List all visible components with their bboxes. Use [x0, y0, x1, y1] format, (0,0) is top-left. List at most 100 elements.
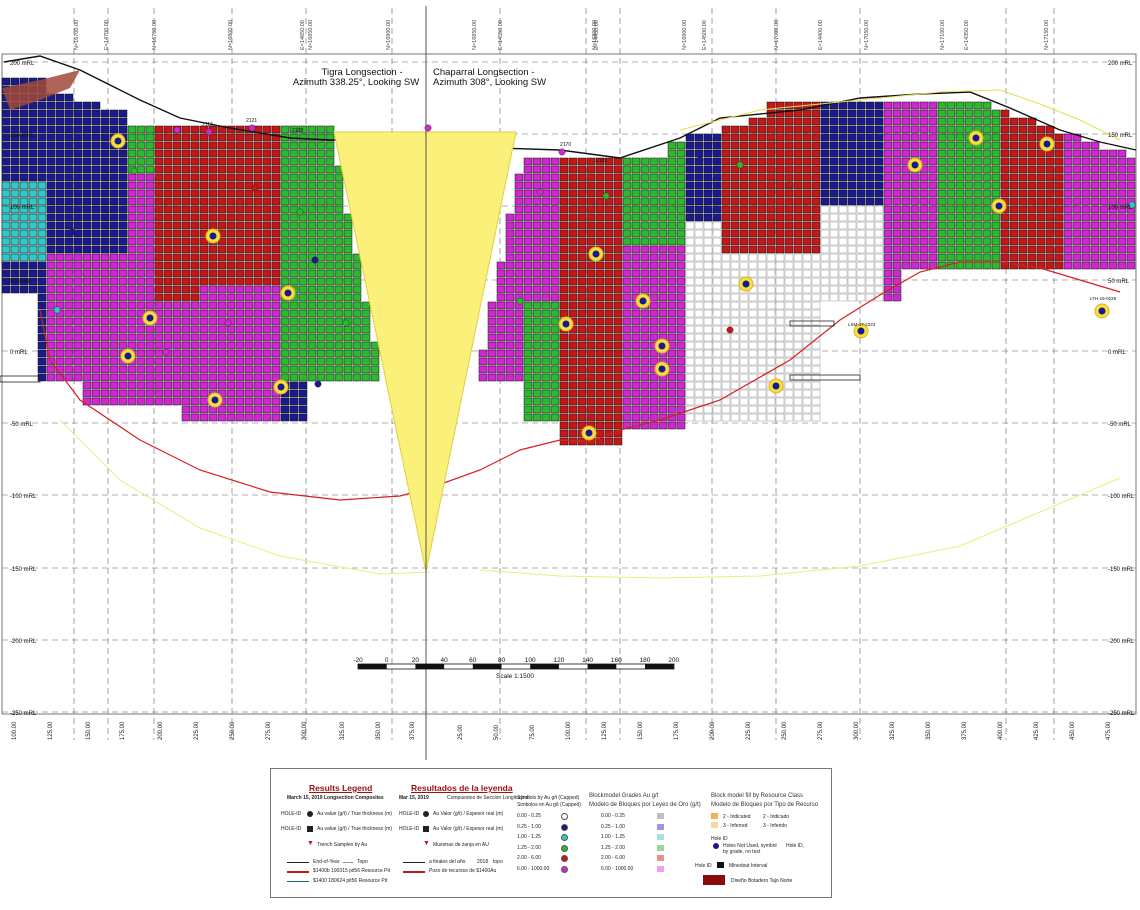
- legend-topo: Topo: [357, 859, 368, 865]
- elevation-label-left: -250 mRL: [10, 711, 37, 717]
- block-model: [1, 77, 1136, 446]
- elevation-label-left: 0 mRL: [10, 350, 28, 356]
- minedout-interval: [0, 375, 41, 383]
- eoy-line-icon: [287, 862, 309, 863]
- legend-pit-design: Diseño Botadero Tajo Norte: [731, 878, 793, 884]
- bottom-tick-label: 175.00: [674, 721, 680, 740]
- tigra-title-1: Tigra Longsection -: [322, 67, 403, 78]
- top-tick-label: N=17100.00: [940, 20, 946, 50]
- pit-line-icon: [403, 871, 425, 873]
- top-tick-label: N=16900.00: [386, 20, 392, 50]
- hole-dot-icon: [423, 811, 429, 817]
- grade-fill-swatch: [657, 844, 664, 851]
- top-tick-label: N=16850.00: [472, 20, 478, 50]
- legend-hole-small-2: Hole ID: [695, 863, 712, 869]
- bottom-tick-label: 225.00: [746, 721, 752, 740]
- tigra-title-2: Azimuth 338.25°, Looking SW: [293, 77, 419, 88]
- scale-bar: -20 0 20 40 60 80 100 120 140 160 180 200 Scale 1:1…: [353, 657, 679, 680]
- section-gap-wedge: [333, 131, 517, 573]
- blockmodel-title: Blockmodel Grades Au g/t: [589, 793, 659, 799]
- top-tick-label: N=16900.00: [682, 20, 688, 50]
- scale-tick-label: 40: [440, 657, 448, 664]
- grade-range-block: 6.00 - 1000.00: [601, 865, 634, 872]
- grade-range-block: 1.25 - 2.00: [601, 844, 625, 851]
- results-legend: Results Legend Resultados de la leyenda …: [270, 768, 832, 898]
- indicated-swatch: [711, 813, 718, 819]
- elevation-label-right: -100 mRL: [1108, 494, 1135, 500]
- bottom-tick-label: 200.00: [710, 721, 716, 740]
- scale-tick-label: 60: [469, 657, 477, 664]
- bottom-tick-label: 150.00: [86, 721, 92, 740]
- scale-tick-label: 20: [412, 657, 420, 664]
- elevation-label-left: 200 mRL: [10, 61, 35, 67]
- elevation-label-right: 100 mRL: [1108, 205, 1133, 211]
- scale-tick-label: 180: [640, 657, 651, 664]
- top-tick-label: E=14450.00: [594, 20, 600, 50]
- inferred-swatch: [711, 822, 718, 828]
- elevation-label-right: 200 mRL: [1108, 61, 1133, 67]
- bottom-tick-label: 350.00: [376, 721, 382, 740]
- hole-label: LTH-16-0228: [1090, 296, 1117, 301]
- top-tick-label: E=14400.00: [818, 20, 824, 50]
- triangle-icon: ▼: [423, 840, 430, 847]
- bottom-tick-label: 175.00: [120, 721, 126, 740]
- elevation-label-right: -150 mRL: [1108, 567, 1135, 573]
- bottom-tick-label: 125.00: [602, 721, 608, 740]
- hole-dot-icon: [307, 811, 313, 817]
- legend-class: 2 - Indicado: [763, 814, 790, 820]
- topo-line-icon: [343, 862, 353, 863]
- legend-trench-es: Muestras de zanja en AU: [433, 842, 489, 848]
- hole-square-icon: [423, 826, 429, 832]
- top-tick-label: N=17150.00: [1044, 20, 1050, 50]
- legend-class: 3 - Inferred: [723, 823, 748, 829]
- top-tick-label: N=17000.00: [774, 20, 780, 50]
- hole-label: 2128: [292, 128, 303, 134]
- legend-au-true: Au value (g/t) / True thickness (m): [317, 811, 393, 817]
- legend-subtitle-es: Mar 15, 2019: [399, 795, 429, 801]
- legend-hole-id: HOLE-ID: [281, 826, 302, 832]
- grade-range-block: 1.00 - 1.25: [601, 834, 625, 840]
- bottom-tick-label: 450.00: [1070, 721, 1076, 740]
- top-tick-label: E=14650.00: [300, 20, 306, 50]
- pit-line-icon: [287, 881, 309, 882]
- bottom-tick-label: 325.00: [340, 721, 346, 740]
- grade-dot-icon: [561, 844, 568, 852]
- chaparral-title-1: Chaparral Longsection -: [433, 67, 534, 78]
- resource-pit-red: [39, 261, 1121, 501]
- bottom-tick-label: 275.00: [266, 721, 272, 740]
- scale-tick-label: -20: [353, 657, 363, 664]
- pit-design-swatch: [703, 875, 725, 885]
- bottom-tick-label: 350.00: [926, 721, 932, 740]
- grade-dot-icon: [561, 813, 568, 820]
- grade-dot-icon: [561, 823, 568, 831]
- grade-range: 1.25 - 2.00: [517, 844, 541, 851]
- pit-line-icon: [287, 871, 309, 873]
- elevation-label-right: -250 mRL: [1108, 711, 1135, 717]
- yellow-topo-line: [679, 89, 1121, 141]
- legend-year: 2018: [477, 859, 489, 865]
- top-tick-label: E=14500.00: [702, 20, 708, 50]
- legend-pit-es: Pozo de recursos de $1400Au: [429, 868, 497, 874]
- triangle-icon: ▼: [307, 840, 314, 847]
- minedout-interval: [789, 320, 835, 327]
- grade-range-block: 0.00 - 0.25: [601, 813, 625, 819]
- legend-trench-en: Trench Samples by Au: [317, 842, 368, 848]
- grade-dot-icon: [561, 865, 568, 873]
- bottom-tick-label: 400.00: [998, 721, 1004, 740]
- top-tick-label: N=16800.00: [228, 20, 234, 50]
- hole-label: 2165: [596, 158, 607, 164]
- elevation-label-left: -100 mRL: [10, 494, 37, 500]
- hole-label: 2121: [246, 118, 257, 124]
- bottom-tick-label: 25.00: [458, 724, 464, 740]
- minedout-icon: [717, 862, 724, 868]
- top-tick-label: N=16850.00: [308, 20, 314, 50]
- bottom-tick-label: 125.00: [48, 721, 54, 740]
- scale-label: Scale 1:1500: [496, 673, 534, 680]
- grade-range: 0.00 - 0.25: [517, 813, 541, 819]
- drill-holes: [53, 124, 1136, 441]
- top-tick-label: E=14700.00: [104, 20, 110, 50]
- hole-label: LSM-17-2223: [848, 322, 876, 327]
- scale-tick-label: 160: [611, 657, 622, 664]
- scale-tick-label: 0: [385, 657, 389, 664]
